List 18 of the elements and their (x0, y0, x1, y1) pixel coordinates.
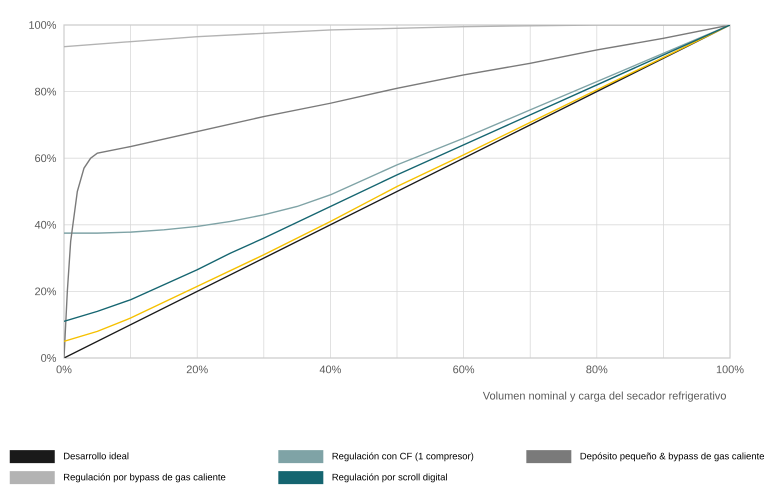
x-tick-label: 20% (186, 366, 208, 374)
x-tick-label: 60% (453, 366, 474, 374)
y-tick-label: 60% (35, 154, 56, 162)
legend-label: Regulación por scroll digital (332, 473, 447, 482)
y-tick-label: 20% (35, 288, 56, 296)
x-tick-label: 80% (586, 366, 608, 374)
legend-label: Regulación con CF (1 compresor) (332, 452, 474, 462)
y-tick-label: 100% (29, 21, 56, 29)
x-tick-label: 100% (716, 366, 744, 374)
x-tick-label: 40% (320, 366, 341, 374)
legend-label: Depósito pequeño & bypass de gas caliente (580, 452, 764, 462)
y-tick-label: 40% (34, 220, 56, 229)
x-tick-label: 0% (56, 366, 72, 374)
legend-label: Desarrollo ideal (64, 452, 128, 460)
legend-label: Regulación por bypass de gas caliente (64, 473, 226, 482)
x-axis-title: Volumen nominal y carga del secador refrigerativo (482, 392, 726, 402)
y-tick-label: 80% (35, 88, 56, 96)
y-tick-label: 0% (41, 354, 56, 362)
